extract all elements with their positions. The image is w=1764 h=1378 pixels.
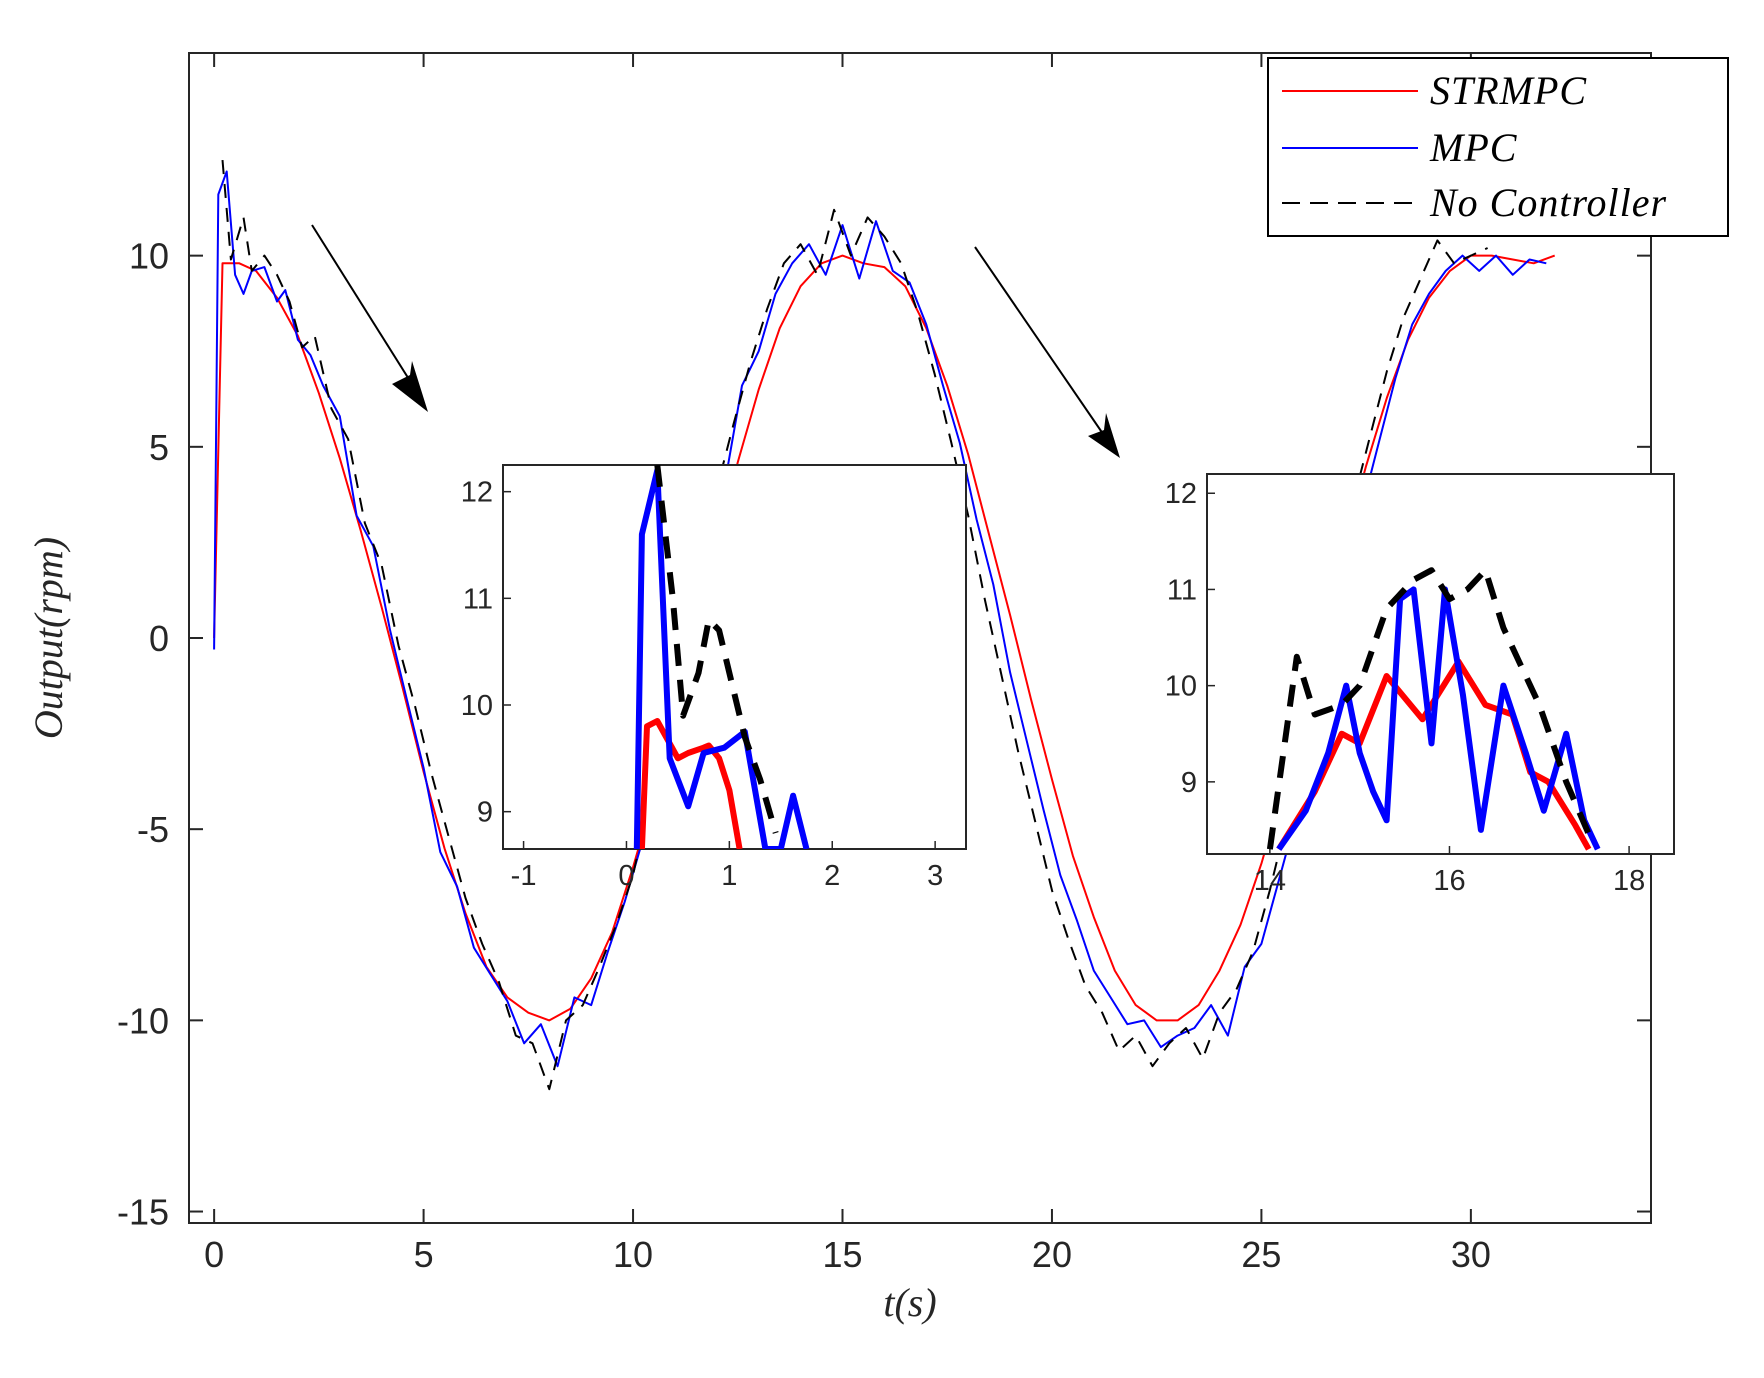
- x-tick-label: 30: [1451, 1234, 1491, 1275]
- inset-x-tick-label: 16: [1433, 865, 1465, 897]
- inset-2-ticks: 14 16 18 9 10 11 12: [1165, 478, 1645, 897]
- inset-1-series: [633, 465, 810, 849]
- inset-1-frame: [502, 464, 967, 850]
- legend-label-strmpc: STRMPC: [1430, 68, 1587, 113]
- inset-series-line-mpc: [633, 467, 810, 849]
- x-axis-ticks: 0 5 10 15 20 25 30: [204, 53, 1491, 1275]
- inset-y-tick-label: 9: [477, 797, 493, 829]
- zoom-arrow-1: [311, 224, 428, 412]
- inset-y-tick-label: 11: [1167, 574, 1197, 606]
- inset-x-tick-label: 14: [1254, 865, 1286, 897]
- x-tick-label: 25: [1241, 1234, 1281, 1275]
- y-axis-label: Output(rpm): [26, 537, 71, 739]
- x-tick-label: 0: [204, 1234, 224, 1275]
- y-tick-label: -5: [137, 809, 169, 850]
- inset-y-tick-label: 10: [1165, 671, 1197, 703]
- inset-y-tick-label: 12: [461, 477, 493, 509]
- zoom-arrow-2: [974, 246, 1120, 458]
- inset-series-line-no-controller: [654, 465, 779, 834]
- y-tick-label: 10: [129, 236, 169, 277]
- inset-x-tick-label: 18: [1613, 865, 1645, 897]
- y-tick-label: 5: [149, 427, 169, 468]
- inset-2-series: [1266, 567, 1601, 851]
- inset-y-tick-label: 11: [463, 583, 493, 615]
- inset-x-tick-label: 2: [824, 860, 840, 892]
- inset-x-tick-label: -1: [511, 860, 537, 892]
- legend-label-mpc: MPC: [1429, 125, 1518, 170]
- x-tick-label: 5: [414, 1234, 434, 1275]
- y-tick-label: 0: [149, 618, 169, 659]
- x-axis-label: t(s): [883, 1280, 936, 1325]
- inset-y-tick-label: 10: [461, 690, 493, 722]
- inset-zoom-2: 14 16 18 9 10 11 12: [1165, 473, 1675, 897]
- x-tick-label: 15: [822, 1234, 862, 1275]
- y-tick-label: -10: [117, 1000, 169, 1041]
- inset-series-line-strmpc: [638, 718, 743, 849]
- inset-series-line-mpc: [1276, 586, 1601, 851]
- inset-y-tick-label: 9: [1181, 767, 1197, 799]
- inset-series-line-no-controller: [1266, 567, 1596, 850]
- series-line-no-controller: [221, 160, 1489, 1091]
- x-tick-label: 10: [613, 1234, 653, 1275]
- legend-label-no-controller: No Controller: [1429, 180, 1667, 225]
- inset-x-tick-label: 0: [618, 860, 634, 892]
- inset-x-tick-label: 1: [721, 860, 737, 892]
- inset-x-tick-label: 3: [927, 860, 943, 892]
- legend: STRMPC MPC No Controller: [1267, 57, 1729, 237]
- y-tick-label: -15: [117, 1192, 169, 1233]
- x-tick-label: 20: [1032, 1234, 1072, 1275]
- inset-y-tick-label: 12: [1165, 478, 1197, 510]
